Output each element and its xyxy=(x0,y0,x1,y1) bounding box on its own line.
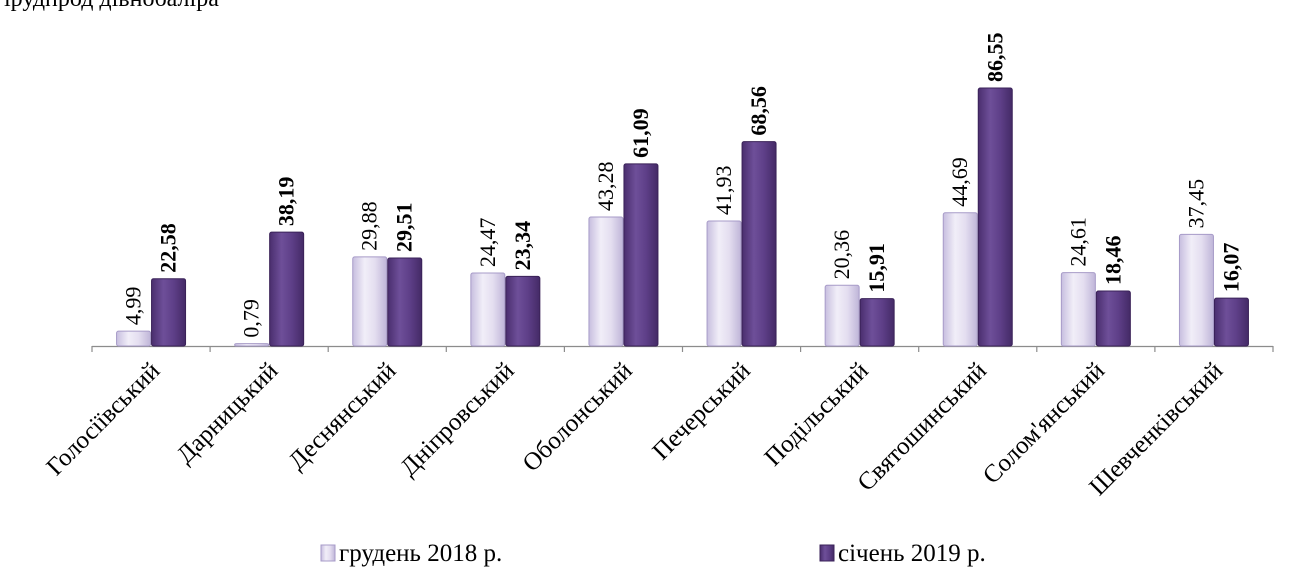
bar-jan-2019 xyxy=(505,275,541,347)
data-label: 43,28 xyxy=(593,161,618,211)
category-label: Голосіївський xyxy=(41,357,165,481)
category-label: Дніпровський xyxy=(395,357,519,481)
bar-jan-2019 xyxy=(387,257,423,347)
data-label: 41,93 xyxy=(711,166,736,216)
category-label: Подільський xyxy=(759,357,873,471)
bar-dec-2018 xyxy=(824,284,860,347)
legend-swatch xyxy=(320,544,336,562)
category-label: Дарницький xyxy=(172,357,284,469)
bar-dec-2018 xyxy=(116,330,152,347)
category-label: Святошинський xyxy=(853,357,992,496)
bars xyxy=(116,87,1249,347)
bar-jan-2019 xyxy=(741,141,777,347)
data-label: 44,69 xyxy=(947,157,972,207)
bar-dec-2018 xyxy=(352,256,388,347)
data-label: 29,88 xyxy=(357,201,382,251)
bar-dec-2018 xyxy=(234,343,270,347)
legend-label: січень 2019 р. xyxy=(838,540,986,567)
bar-dec-2018 xyxy=(1178,233,1214,347)
bar-jan-2019 xyxy=(1213,297,1249,347)
category-label: Оболонський xyxy=(518,357,638,477)
bar-jan-2019 xyxy=(623,163,659,347)
bar-jan-2019 xyxy=(859,298,895,347)
data-labels: 4,99 22,58 0,79 38,19 29,88 29,51 24,47 23,34 43… xyxy=(121,33,1244,338)
data-label: 22,58 xyxy=(156,223,181,273)
legend-swatch xyxy=(819,544,835,562)
legend: грудень 2018 р. січень 2019 р. xyxy=(320,540,986,567)
data-label: 16,07 xyxy=(1218,243,1243,293)
bar-jan-2019 xyxy=(977,87,1013,347)
data-label: 24,61 xyxy=(1065,217,1090,267)
bar-dec-2018 xyxy=(1060,272,1096,347)
data-label: 0,79 xyxy=(239,299,264,338)
bar-jan-2019 xyxy=(269,231,305,347)
bar-jan-2019 xyxy=(1095,290,1131,347)
category-labels: Голосіївський Дарницький ДеснянськийДніпро… xyxy=(41,357,1228,501)
data-label: 15,91 xyxy=(864,243,889,293)
data-label: 20,36 xyxy=(829,230,854,280)
bar-jan-2019 xyxy=(151,278,187,347)
data-label: 37,45 xyxy=(1183,179,1208,229)
data-label: 38,19 xyxy=(274,177,299,227)
category-label: Печерський xyxy=(648,357,756,465)
data-label: 18,46 xyxy=(1100,235,1125,285)
cropped-top-text-content: ірудпрод дівнобаліра xyxy=(4,0,219,12)
data-label: 23,34 xyxy=(510,221,535,271)
data-label: 86,55 xyxy=(982,33,1007,83)
data-label: 68,56 xyxy=(746,86,771,136)
category-label: Деснянський xyxy=(284,357,402,475)
cropped-top-text: ірудпрод дівнобаліра xyxy=(0,0,1294,12)
bar-dec-2018 xyxy=(942,212,978,347)
bar-dec-2018 xyxy=(706,220,742,347)
category-label: Солом'янський xyxy=(978,357,1110,489)
data-label: 61,09 xyxy=(628,108,653,158)
data-label: 29,51 xyxy=(392,203,417,253)
data-label: 24,47 xyxy=(475,218,500,267)
legend-label: грудень 2018 р. xyxy=(339,540,502,567)
data-label: 4,99 xyxy=(121,287,146,326)
bar-dec-2018 xyxy=(470,272,506,347)
bar-dec-2018 xyxy=(588,216,624,347)
x-axis xyxy=(91,345,1274,352)
